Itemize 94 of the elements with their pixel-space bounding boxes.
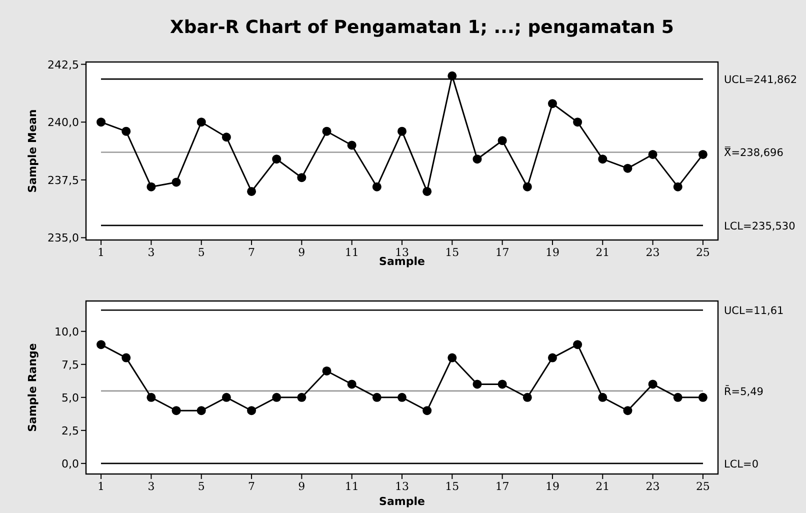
point: [347, 380, 356, 389]
ref-line-label: UCL=11,61: [724, 305, 784, 318]
x-tick-label: 19: [545, 246, 560, 259]
y-tick-label: 242,5: [48, 58, 79, 72]
x-axis-title: Sample: [379, 495, 425, 508]
point: [472, 380, 482, 389]
point: [172, 178, 181, 187]
point: [673, 182, 682, 192]
point: [196, 118, 206, 127]
x-tick-label: 11: [344, 246, 359, 259]
point: [422, 406, 432, 416]
point: [247, 186, 256, 196]
point: [573, 118, 582, 127]
point: [297, 392, 306, 402]
x-tick-label: 23: [646, 246, 660, 259]
point: [247, 406, 256, 416]
point: [648, 380, 658, 389]
point: [122, 126, 131, 136]
point: [673, 392, 682, 402]
y-tick-label: 235,0: [48, 232, 79, 245]
ref-line-label: UCL=241,862: [724, 74, 798, 86]
x-tick-label: 17: [495, 480, 510, 493]
x-tick-label: 5: [198, 246, 205, 259]
point: [146, 392, 156, 402]
y-axis-title: Sample Range: [26, 343, 39, 432]
x-tick-label: 17: [495, 246, 510, 259]
x-tick-label: 15: [445, 246, 460, 259]
point: [196, 406, 206, 416]
point: [573, 340, 582, 350]
x-tick-label: 23: [646, 480, 660, 493]
y-tick-label: 2,5: [62, 424, 79, 438]
x-tick-label: 19: [545, 480, 560, 493]
y-tick-label: 10,0: [54, 325, 79, 338]
point: [222, 392, 231, 402]
point: [122, 353, 131, 362]
point: [472, 154, 482, 164]
point: [222, 132, 231, 142]
x-tick-label: 21: [596, 480, 610, 493]
point: [698, 150, 708, 159]
x-tick-label: 5: [198, 480, 205, 493]
point: [522, 182, 532, 192]
point: [347, 140, 356, 150]
y-tick-label: 7,5: [62, 358, 79, 372]
point: [146, 182, 156, 192]
point: [372, 182, 382, 192]
point: [398, 126, 406, 136]
point: [623, 406, 632, 416]
ref-line-label: X̿=238,696: [724, 146, 784, 160]
x-tick-label: 7: [248, 480, 256, 493]
point: [448, 353, 457, 362]
x-tick-label: 11: [344, 480, 359, 493]
point: [96, 118, 106, 127]
point: [422, 186, 432, 196]
point: [623, 164, 632, 173]
point: [448, 71, 457, 80]
y-tick-label: 240,0: [48, 116, 79, 130]
point: [598, 392, 608, 402]
x-tick-label: 25: [696, 246, 710, 259]
x-tick-label: 7: [248, 246, 256, 259]
point: [322, 366, 332, 376]
ref-line-label: R̄=5,49: [724, 385, 764, 398]
y-tick-label: 0,0: [62, 457, 79, 470]
point: [498, 380, 507, 389]
point: [297, 173, 306, 182]
point: [698, 392, 708, 402]
x-tick-label: 9: [298, 480, 306, 493]
x-tick-label: 1: [98, 246, 105, 259]
point: [648, 150, 658, 159]
point: [96, 340, 106, 350]
ref-line-label: LCL=235,530: [724, 220, 796, 232]
x-tick-label: 3: [148, 480, 155, 493]
point: [272, 154, 282, 164]
x-tick-label: 13: [395, 480, 409, 493]
point: [398, 392, 406, 402]
point: [548, 99, 557, 108]
point: [272, 392, 282, 402]
x-tick-label: 9: [298, 246, 306, 259]
x-tick-label: 1: [98, 480, 105, 493]
point: [548, 353, 557, 362]
y-tick-label: 237,5: [48, 174, 79, 187]
x-tick-label: 25: [696, 480, 710, 493]
point: [498, 136, 507, 146]
x-tick-label: 3: [148, 246, 155, 259]
point: [598, 154, 608, 164]
chart-title: Xbar-R Chart of Pengamatan 1; ...; pengamatan 5: [170, 17, 674, 38]
point: [522, 392, 532, 402]
y-axis-title: Sample Mean: [26, 109, 39, 193]
ref-line-label: LCL=0: [724, 458, 759, 470]
point: [322, 126, 332, 136]
point: [372, 392, 382, 402]
y-tick-label: 5,0: [62, 391, 79, 404]
x-tick-label: 15: [445, 480, 460, 493]
x-tick-label: 21: [596, 246, 610, 259]
point: [172, 406, 181, 416]
